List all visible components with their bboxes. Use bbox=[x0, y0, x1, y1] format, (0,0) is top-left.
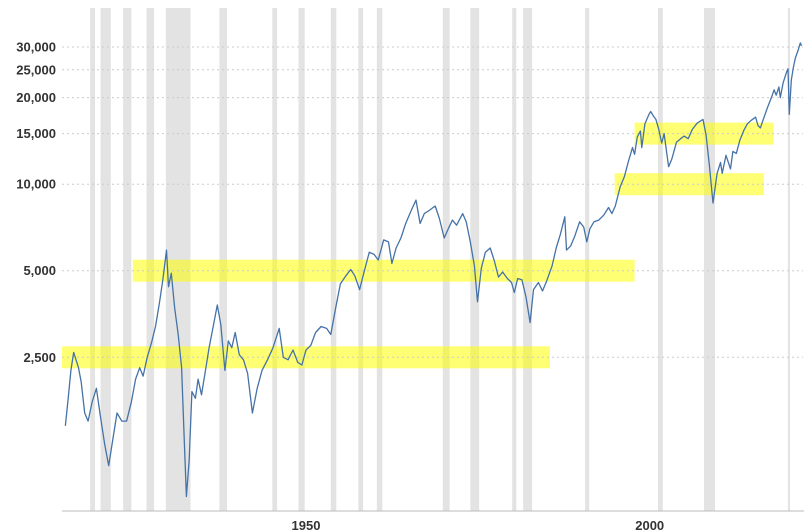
y-axis-label: 20,000 bbox=[16, 90, 56, 105]
recession-band bbox=[442, 8, 450, 511]
recession-band bbox=[787, 8, 790, 511]
recession-band bbox=[146, 8, 155, 511]
recession-band bbox=[272, 8, 278, 511]
recession-band bbox=[90, 8, 95, 511]
recession-band bbox=[165, 8, 191, 511]
y-axis-label: 10,000 bbox=[16, 177, 56, 192]
highlight-band-2500 bbox=[62, 346, 550, 369]
recession-band bbox=[523, 8, 533, 511]
recession-band bbox=[330, 8, 337, 511]
y-axis-label: 2,500 bbox=[23, 350, 56, 365]
x-axis-label: 2000 bbox=[635, 518, 664, 532]
y-axis-label: 5,000 bbox=[23, 263, 56, 278]
recession-band bbox=[376, 8, 383, 511]
x-axis-label: 1950 bbox=[292, 518, 321, 532]
y-axis-label: 15,000 bbox=[16, 126, 56, 141]
y-axis-label: 25,000 bbox=[16, 62, 56, 77]
recession-band bbox=[704, 8, 715, 511]
recession-band bbox=[358, 8, 364, 511]
recession-band bbox=[298, 8, 305, 511]
highlight-band-15000 bbox=[634, 122, 774, 145]
recession-band bbox=[100, 8, 111, 511]
y-axis-label: 30,000 bbox=[16, 40, 56, 55]
recession-band bbox=[123, 8, 132, 511]
highlight-band-10000 bbox=[614, 173, 764, 196]
recession-band bbox=[658, 8, 663, 511]
recession-band bbox=[219, 8, 227, 511]
recession-band bbox=[470, 8, 480, 511]
price-line bbox=[64, 42, 802, 498]
recession-band bbox=[585, 8, 590, 511]
recession-band bbox=[512, 8, 517, 511]
